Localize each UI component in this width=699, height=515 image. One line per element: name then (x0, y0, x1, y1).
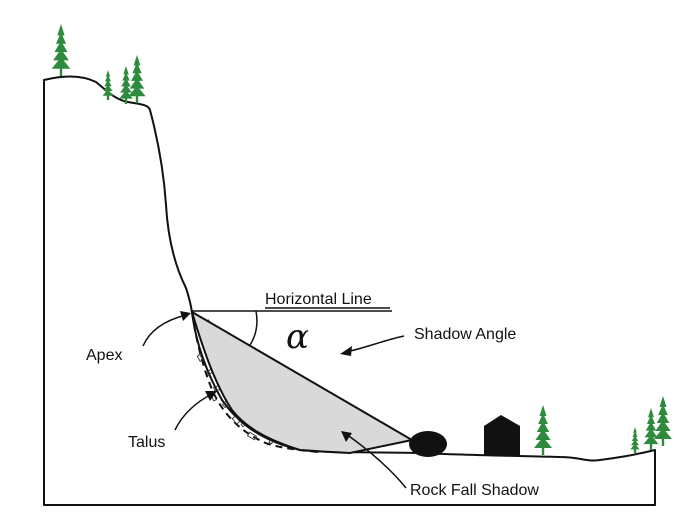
shadow-angle-arrowhead (340, 346, 352, 356)
shadow-angle-arc (249, 310, 258, 346)
talus-arrowhead (205, 391, 217, 401)
talus-deposit-outline (191, 311, 319, 453)
pine-tree-icon (128, 55, 146, 103)
talus-fragment (246, 431, 258, 441)
horizontal-line-label: Horizontal Line (265, 291, 372, 308)
shadow-angle-arrow (345, 335, 405, 353)
talus-fragment (196, 354, 204, 362)
rock-fall-shadow-arrowhead (341, 431, 352, 442)
pine-tree-icon (630, 427, 640, 453)
pine-tree-icon (119, 66, 133, 104)
house-icon (484, 415, 520, 455)
rock-fall-shadow-arrow (345, 433, 407, 489)
boulder (409, 431, 447, 457)
pine-tree-icon (51, 24, 71, 76)
talus-label: Talus (128, 434, 165, 451)
shadow-angle-label: Shadow Angle (414, 326, 516, 343)
pine-tree-icon (643, 408, 659, 450)
pine-tree-icon (534, 405, 552, 455)
apex-arrowhead (180, 311, 191, 321)
pine-tree-icon (102, 70, 114, 100)
rock-fall-shadow-area (190, 309, 415, 455)
apex-arrow (142, 314, 187, 347)
pine-tree-icon (654, 396, 672, 446)
rock-fall-shadow-label: Rock Fall Shadow (410, 482, 539, 499)
apex-label: Apex (86, 347, 122, 364)
talus-arrow (174, 393, 213, 431)
talus-fragment (231, 415, 241, 425)
trees (51, 24, 672, 455)
alpha-symbol: α (286, 317, 309, 357)
